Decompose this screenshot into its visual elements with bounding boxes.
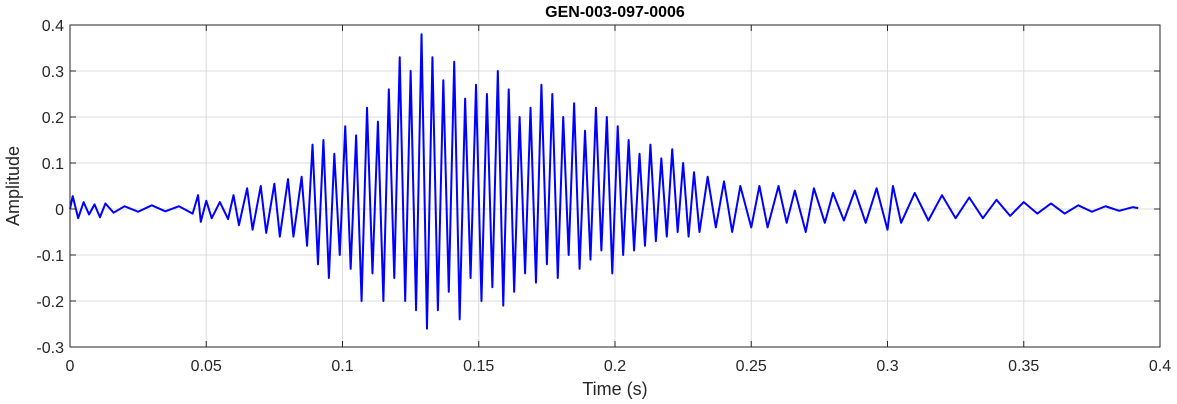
y-tick-label: 0: [55, 202, 64, 219]
y-tick-label: -0.2: [36, 294, 64, 311]
y-tick-label: 0.4: [42, 18, 64, 35]
y-tick-label: 0.2: [42, 110, 64, 127]
y-axis-label: Amplitude: [3, 146, 23, 226]
y-tick-label: 0.1: [42, 156, 64, 173]
x-tick-label: 0.2: [604, 358, 626, 375]
x-tick-label: 0.3: [876, 358, 898, 375]
x-tick-label: 0.15: [463, 358, 494, 375]
x-tick-label: 0.25: [736, 358, 767, 375]
x-axis-label: Time (s): [582, 379, 647, 399]
y-tick-label: -0.3: [36, 340, 64, 357]
waveform-series-line: [69, 33, 1139, 330]
x-tick-label: 0: [66, 358, 75, 375]
x-tick-label: 0.1: [331, 358, 353, 375]
tick-marks: [69, 24, 1161, 348]
series-layer: [69, 33, 1139, 330]
chart-title: GEN-003-097-0006: [545, 4, 685, 21]
y-tick-label: 0.3: [42, 64, 64, 81]
x-tick-label: 0.05: [191, 358, 222, 375]
y-tick-label: -0.1: [36, 248, 64, 265]
x-tick-label: 0.35: [1008, 358, 1039, 375]
x-tick-label: 0.4: [1149, 358, 1171, 375]
